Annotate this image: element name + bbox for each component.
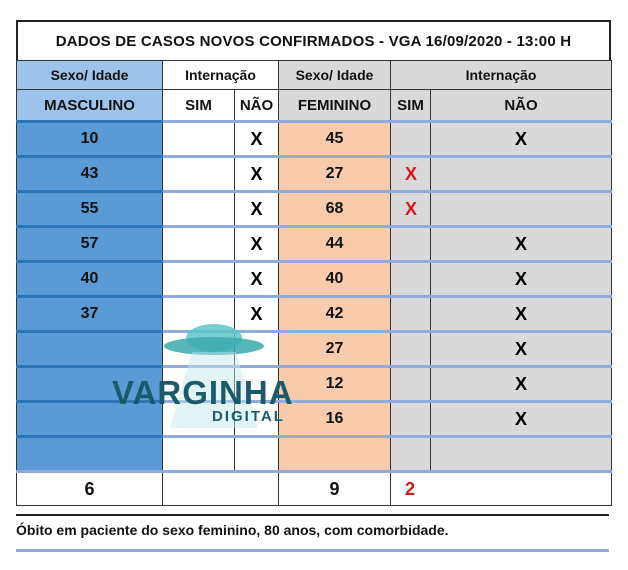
male-age-cell bbox=[16, 365, 163, 402]
female-hospitalization-header: Internação bbox=[390, 60, 612, 90]
table-row: 40 X 40 X bbox=[16, 260, 612, 297]
male-hospitalization-header: Internação bbox=[162, 60, 279, 90]
female-yes-cell bbox=[390, 260, 431, 297]
male-yes-cell bbox=[162, 400, 235, 437]
female-age-cell: 44 bbox=[278, 225, 391, 262]
female-no-cell bbox=[430, 435, 612, 472]
female-header: FEMININO bbox=[278, 89, 391, 122]
cases-report: DADOS DE CASOS NOVOS CONFIRMADOS - VGA 1… bbox=[16, 20, 612, 506]
header-row-2: MASCULINO SIM NÃO FEMININO SIM NÃO bbox=[16, 89, 612, 122]
female-yes-header: SIM bbox=[390, 89, 431, 122]
female-no-cell: X bbox=[430, 260, 612, 297]
table-row: 57 X 44 X bbox=[16, 225, 612, 262]
male-yes-cell bbox=[162, 435, 235, 472]
table-row: 37 X 42 X bbox=[16, 295, 612, 332]
female-no-cell bbox=[430, 190, 612, 227]
female-yes-cell bbox=[390, 295, 431, 332]
male-yes-cell bbox=[162, 155, 235, 192]
female-no-cell: X bbox=[430, 120, 612, 157]
female-age-cell bbox=[278, 435, 391, 472]
table-row: 43 X 27 X bbox=[16, 155, 612, 192]
male-sex-age-header: Sexo/ Idade bbox=[16, 60, 163, 90]
male-age-cell: 55 bbox=[16, 190, 163, 227]
ufo-logo-icon bbox=[164, 324, 264, 428]
table-row: 10 X 45 X bbox=[16, 120, 612, 157]
female-age-cell: 40 bbox=[278, 260, 391, 297]
table-row bbox=[16, 435, 612, 472]
male-age-cell: 10 bbox=[16, 120, 163, 157]
female-yes-cell: X bbox=[390, 155, 431, 192]
bottom-divider bbox=[16, 549, 609, 552]
male-no-header: NÃO bbox=[234, 89, 279, 122]
female-age-cell: 12 bbox=[278, 365, 391, 402]
female-no-cell: X bbox=[430, 330, 612, 367]
watermark-sub: DIGITAL bbox=[212, 408, 285, 425]
female-no-cell: X bbox=[430, 225, 612, 262]
report-title: DADOS DE CASOS NOVOS CONFIRMADOS - VGA 1… bbox=[16, 20, 611, 60]
female-no-cell: X bbox=[430, 365, 612, 402]
male-no-cell: X bbox=[234, 295, 279, 332]
female-no-cell: X bbox=[430, 295, 612, 332]
female-age-cell: 27 bbox=[278, 155, 391, 192]
male-header: MASCULINO bbox=[16, 89, 163, 122]
female-age-cell: 68 bbox=[278, 190, 391, 227]
footnote: Óbito em paciente do sexo feminino, 80 a… bbox=[16, 514, 609, 538]
female-no-cell bbox=[430, 155, 612, 192]
table-row: 16 X bbox=[16, 400, 612, 437]
male-no-cell: X bbox=[234, 260, 279, 297]
male-no-cell: X bbox=[234, 120, 279, 157]
male-no-cell: X bbox=[234, 155, 279, 192]
female-no-header: NÃO bbox=[430, 89, 612, 122]
female-yes-cell bbox=[390, 400, 431, 437]
female-yes-cell bbox=[390, 435, 431, 472]
male-age-cell: 40 bbox=[16, 260, 163, 297]
male-yes-cell bbox=[162, 120, 235, 157]
female-yes-cell bbox=[390, 330, 431, 367]
male-no-cell bbox=[234, 435, 279, 472]
male-age-cell: 43 bbox=[16, 155, 163, 192]
male-no-cell: X bbox=[234, 190, 279, 227]
totals-row: 6 9 2 bbox=[16, 470, 612, 506]
header-row-1: Sexo/ Idade Internação Sexo/ Idade Inter… bbox=[16, 60, 612, 90]
male-age-cell bbox=[16, 400, 163, 437]
male-no-cell: X bbox=[234, 225, 279, 262]
female-age-cell: 42 bbox=[278, 295, 391, 332]
male-yes-cell bbox=[162, 260, 235, 297]
table-row: 12 X bbox=[16, 365, 612, 402]
female-sex-age-header: Sexo/ Idade bbox=[278, 60, 391, 90]
male-age-cell: 57 bbox=[16, 225, 163, 262]
watermark-brand: VARGINHA bbox=[112, 374, 294, 411]
male-yes-cell bbox=[162, 190, 235, 227]
female-yes-cell: X bbox=[390, 190, 431, 227]
female-age-cell: 45 bbox=[278, 120, 391, 157]
male-yes-cell bbox=[162, 225, 235, 262]
male-age-cell bbox=[16, 435, 163, 472]
female-yes-cell bbox=[390, 365, 431, 402]
male-age-cell: 37 bbox=[16, 295, 163, 332]
female-hospitalized-total: 2 bbox=[390, 470, 612, 506]
table-row: 55 X 68 X bbox=[16, 190, 612, 227]
table-row: 27 X bbox=[16, 330, 612, 367]
female-age-cell: 16 bbox=[278, 400, 391, 437]
male-yes-header: SIM bbox=[162, 89, 235, 122]
female-yes-cell bbox=[390, 120, 431, 157]
female-yes-cell bbox=[390, 225, 431, 262]
cases-table: Sexo/ Idade Internação Sexo/ Idade Inter… bbox=[16, 60, 612, 506]
male-hospitalized-total bbox=[162, 470, 279, 506]
male-yes-cell bbox=[162, 365, 235, 402]
male-no-cell bbox=[234, 400, 279, 437]
female-total: 9 bbox=[278, 470, 391, 506]
female-no-cell: X bbox=[430, 400, 612, 437]
male-total: 6 bbox=[16, 470, 163, 506]
